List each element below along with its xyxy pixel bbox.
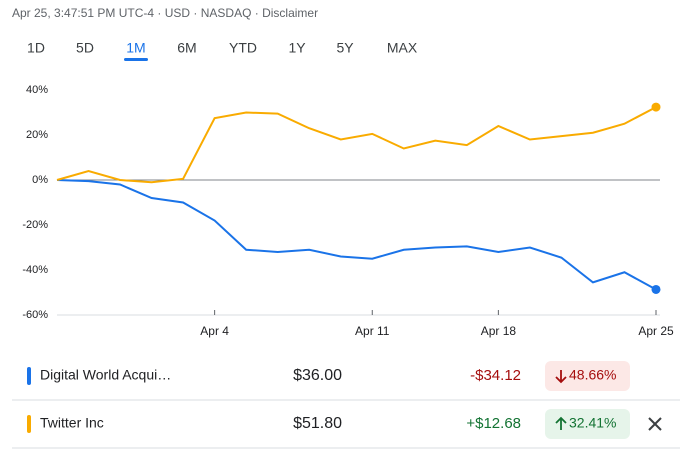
- range-tab[interactable]: 5D: [76, 40, 94, 56]
- range-tab[interactable]: 1M: [126, 40, 145, 56]
- y-tick-label: 20%: [26, 129, 48, 141]
- series-line: [56, 106, 657, 184]
- x-tick-label: Apr 18: [481, 324, 517, 338]
- legend-swatch: [27, 367, 31, 385]
- end-point: [651, 284, 661, 294]
- end-point: [651, 102, 661, 112]
- x-tick-label: Apr 4: [200, 324, 229, 338]
- header: Apr 25, 3:47:51 PM UTC-4 · USD · NASDAQ …: [12, 6, 318, 20]
- x-tick-label: Apr 11: [355, 324, 390, 338]
- percent: 48.66%: [569, 367, 616, 383]
- y-tick-label: 40%: [26, 84, 48, 96]
- x-tick-label: Apr 25: [638, 324, 674, 338]
- y-tick-label: -60%: [22, 309, 48, 321]
- y-tick-label: 0%: [32, 174, 48, 186]
- arrow-icon: [555, 370, 567, 384]
- percent: 32.41%: [569, 415, 616, 431]
- change: +$12.68: [466, 415, 521, 432]
- y-tick-label: -20%: [22, 219, 48, 231]
- range-tab[interactable]: 5Y: [336, 40, 354, 56]
- percent-badge: [545, 361, 630, 391]
- price: $36.00: [293, 367, 342, 384]
- arrow-icon: [555, 416, 567, 430]
- series-line: [56, 179, 657, 291]
- legend-swatch: [27, 415, 31, 433]
- tab-underline: [124, 58, 148, 61]
- range-tab[interactable]: MAX: [387, 40, 418, 56]
- change: -$34.12: [470, 367, 521, 384]
- legend-name: Digital World Acqui…: [40, 367, 171, 383]
- close-icon[interactable]: [648, 417, 662, 431]
- legend-name: Twitter Inc: [40, 415, 104, 431]
- percent-badge: [545, 409, 630, 439]
- price: $51.80: [293, 415, 342, 432]
- range-tab[interactable]: 1Y: [288, 40, 306, 56]
- range-tab[interactable]: YTD: [229, 40, 257, 56]
- range-tab[interactable]: 1D: [27, 40, 45, 56]
- range-tab[interactable]: 6M: [177, 40, 196, 56]
- y-tick-label: -40%: [22, 264, 48, 276]
